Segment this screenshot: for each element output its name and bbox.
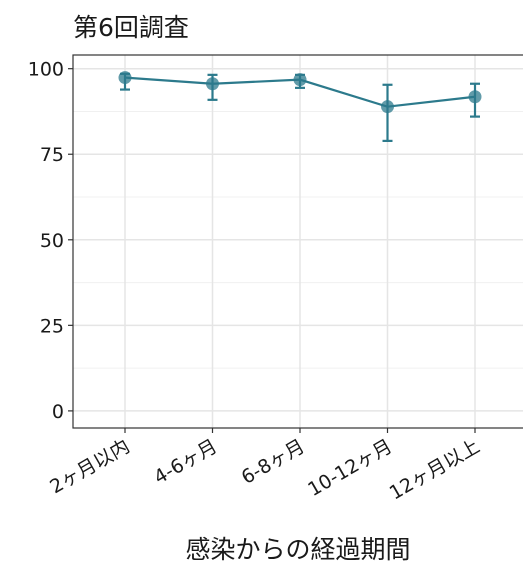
x-tick-label: 12ヶ月以上 — [386, 435, 484, 504]
y-tick-label: 50 — [40, 230, 64, 252]
y-tick-label: 100 — [28, 59, 64, 81]
point — [118, 71, 132, 85]
x-tick-label: 2ヶ月以内 — [46, 435, 133, 498]
x-tick-label: 4-6ヶ月 — [150, 435, 221, 489]
panel-border — [72, 54, 523, 429]
point — [293, 73, 307, 87]
y-tick-label: 25 — [40, 315, 64, 337]
x-axis-label: 感染からの経過期間 — [185, 535, 410, 564]
point — [206, 77, 219, 91]
y-tick-label: 0 — [52, 401, 64, 423]
chart-title: 第6回調査 — [73, 13, 189, 42]
x-tick-label: 10-12ヶ月 — [304, 435, 396, 501]
point — [381, 100, 394, 114]
point — [468, 90, 482, 104]
y-tick-label: 75 — [40, 144, 64, 166]
x-tick-label: 6-8ヶ月 — [238, 435, 309, 489]
